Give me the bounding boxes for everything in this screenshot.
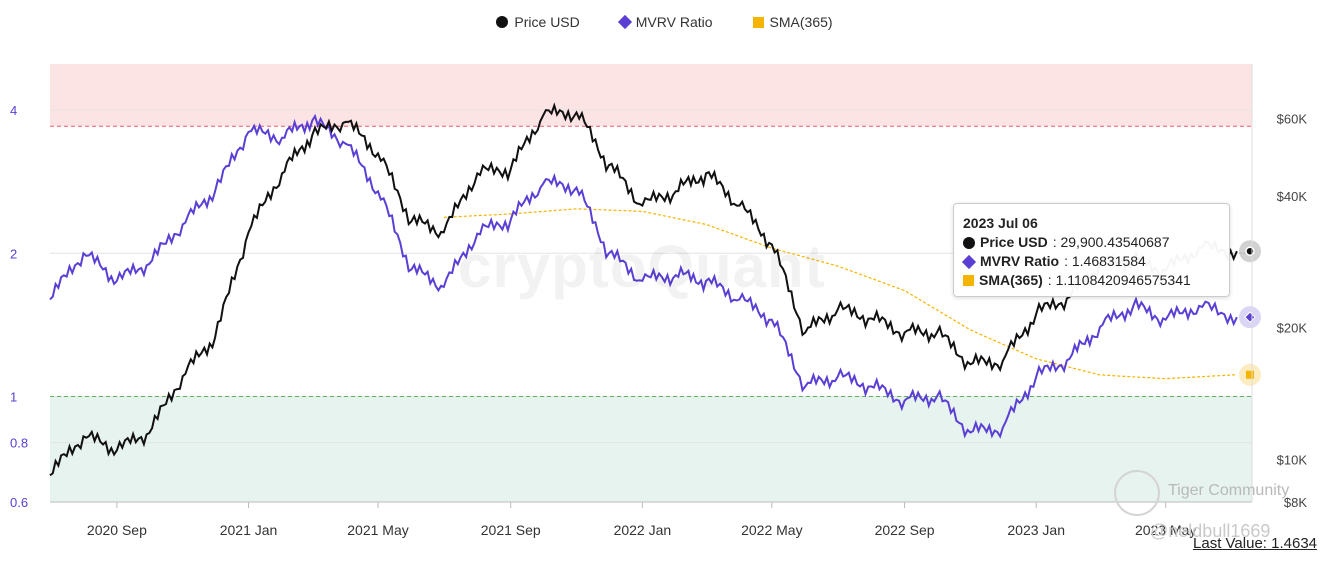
- x-tick-label: 2022 Sep: [875, 522, 935, 538]
- right-tick-label: $10K: [1277, 453, 1308, 468]
- right-tick-label: $20K: [1277, 321, 1308, 336]
- community-watermark: Tiger Community: [1168, 482, 1290, 499]
- legend-item-mvrv[interactable]: MVRV Ratio: [617, 14, 713, 30]
- x-tick-label: 2021 Sep: [481, 522, 541, 538]
- left-tick-label: 1: [10, 389, 17, 404]
- x-axis-ticks: 2020 Sep 2021 Jan 2021 May 2021 Sep 2022 Jan…: [87, 502, 1196, 538]
- left-tick-label: 4: [10, 103, 17, 118]
- tooltip-sma-label: SMA(365): [979, 272, 1043, 288]
- square-icon: [752, 16, 764, 28]
- tooltip-date: 2023 Jul 06: [963, 215, 1038, 231]
- x-tick-label: 2021 Jan: [220, 522, 278, 538]
- tooltip-row-mvrv: MVRV Ratio : 1.46831584: [961, 252, 1220, 271]
- left-tick-label: 0.8: [10, 436, 28, 451]
- right-tick-label: $8K: [1284, 495, 1307, 510]
- user-watermark: @neldbull1669: [1150, 521, 1271, 541]
- right-tick-label: $40K: [1277, 189, 1308, 204]
- upper-zone: [50, 64, 1252, 127]
- diamond-icon: [617, 14, 632, 30]
- circle-icon: [963, 236, 975, 249]
- legend-item-sma[interactable]: SMA(365): [752, 14, 833, 30]
- mvrv-line: [49, 113, 1238, 439]
- sma-line: [443, 208, 1237, 380]
- tooltip-row-price: Price USD : 29,900.43540687: [963, 233, 1220, 252]
- x-tick-label: 2023 Jan: [1007, 522, 1065, 538]
- x-tick-label: 2022 Jan: [614, 522, 672, 538]
- x-tick-label: 2020 Sep: [87, 522, 147, 538]
- legend-label-mvrv: MVRV Ratio: [635, 14, 713, 30]
- circle-icon: [496, 16, 509, 28]
- tooltip-mvrv-label: MVRV Ratio: [980, 253, 1060, 269]
- right-tick-label: $60K: [1277, 112, 1308, 127]
- left-tick-label: 0.6: [10, 495, 28, 510]
- legend-label-sma: SMA(365): [769, 14, 833, 30]
- left-tick-label: 2: [10, 246, 17, 261]
- x-tick-label: 2021 May: [347, 522, 408, 538]
- end-markers: [1239, 240, 1261, 386]
- lower-zone: [50, 396, 1252, 502]
- tooltip-mvrv-value: : 1.46831584: [1064, 253, 1146, 269]
- price-line: [49, 102, 1238, 477]
- tiger-logo-icon: [1114, 470, 1160, 516]
- last-value-link[interactable]: Last Value: 1.4634: [1193, 535, 1317, 552]
- diamond-icon: [961, 254, 977, 269]
- square-icon: [963, 275, 974, 286]
- tooltip: 2023 Jul 06 Price USD : 29,900.43540687 …: [953, 203, 1230, 297]
- legend: Price USD MVRV Ratio SMA(365): [0, 14, 1329, 30]
- price-end-marker: [1245, 246, 1255, 256]
- x-tick-label: 2023 May: [1135, 522, 1196, 538]
- right-axis-ticks: $8K $10K $20K $40K $60K: [1277, 112, 1308, 510]
- tooltip-sma-value: : 1.1108420946575341: [1047, 272, 1191, 288]
- tooltip-row-sma: SMA(365) : 1.1108420946575341: [963, 271, 1220, 290]
- brand-watermark: cryptoQuant: [458, 233, 826, 300]
- sma-end-marker: [1246, 370, 1254, 379]
- tooltip-price-value: : 29,900.43540687: [1052, 234, 1170, 250]
- x-tick-label: 2022 May: [741, 522, 802, 538]
- legend-label-price: Price USD: [514, 14, 580, 30]
- legend-item-price[interactable]: Price USD: [496, 14, 580, 30]
- left-axis-ticks: 0.6 0.8 1 2 4: [10, 103, 28, 510]
- tooltip-price-label: Price USD: [980, 234, 1048, 250]
